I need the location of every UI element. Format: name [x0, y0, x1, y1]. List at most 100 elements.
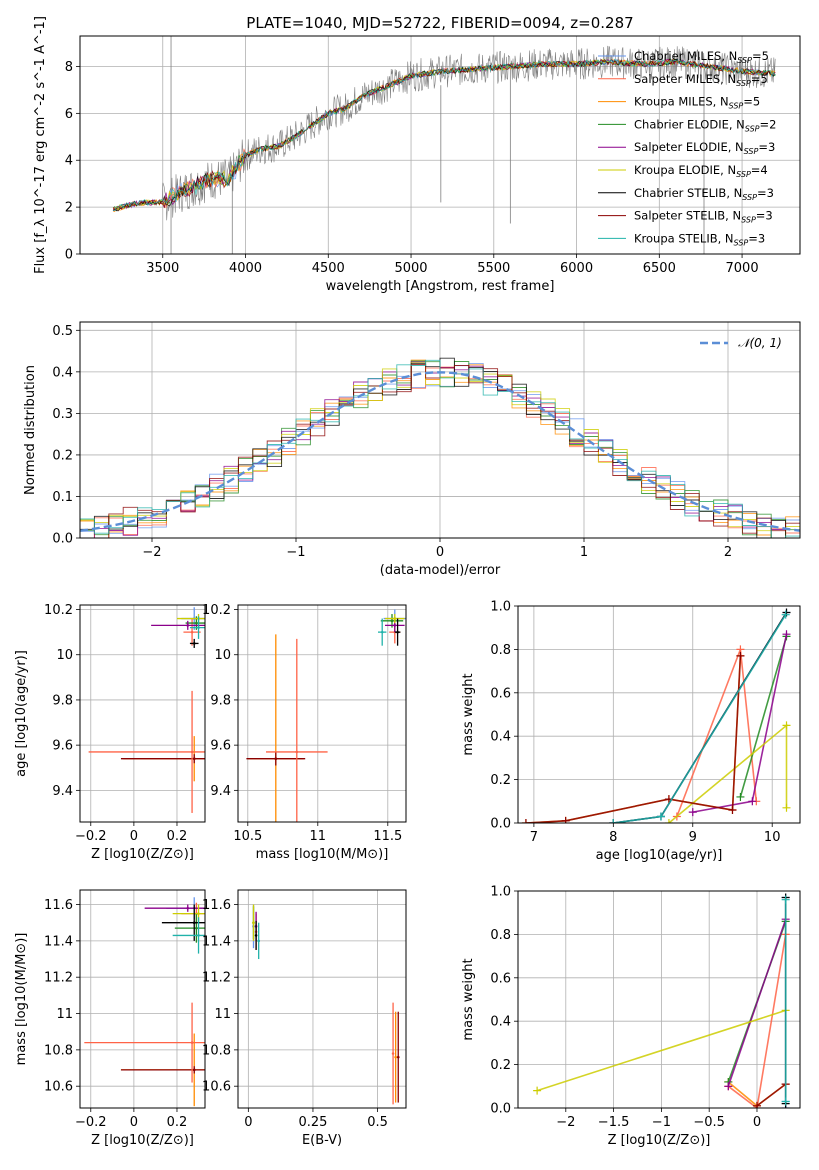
y-axis-label: mass weight — [461, 673, 476, 755]
y-tick-label: 0.4 — [490, 730, 511, 745]
y-tick-label: 0.6 — [490, 686, 511, 701]
data-point — [192, 642, 196, 645]
data-point — [190, 630, 194, 634]
y-tick-label: 0.4 — [52, 365, 73, 380]
panel-age-vs-Z: −0.2 0 0.2 9.4 9.6 9.8 10 10.2 Z [log10(Z/Z⊙)] ag… — [14, 603, 206, 862]
y-tick-label: 10.6 — [202, 1080, 231, 1095]
residual-histogram — [80, 362, 800, 538]
y-tick-label: 9.6 — [210, 739, 231, 754]
legend-entry: Chabrier MILES, NSSP=5 — [634, 49, 769, 65]
legend-entry: Kroupa STELIB, NSSP=3 — [634, 231, 765, 247]
y-tick-label: 0.0 — [52, 532, 73, 547]
y-tick-label: 10.8 — [44, 1043, 73, 1058]
data-point — [390, 619, 394, 623]
model-spectrum — [112, 59, 776, 212]
y-tick-label: 9.8 — [52, 693, 73, 708]
panel-spectrum: 3500 4000 4500 5000 5500 6000 6500 7000 0 2 4 6 8 wav… — [33, 16, 801, 294]
y-tick-label: 0.4 — [490, 1015, 511, 1030]
y-tick-label: 10.2 — [44, 603, 73, 618]
model-spectrum — [113, 58, 776, 211]
panel-age-vs-mass: 10.5 11 11.5 9.4 9.6 9.8 10 10.2 mass [log10(M/M… — [202, 603, 407, 862]
mass-weight-line — [536, 1009, 786, 1092]
model-spectrum — [113, 58, 776, 211]
x-tick-label: 0 — [753, 1115, 761, 1130]
x-tick-label: 11 — [310, 829, 327, 844]
x-tick-label: 4000 — [229, 261, 262, 276]
y-axis-label: age [log10(age/yr)] — [14, 650, 29, 777]
y-tick-label: 10.6 — [44, 1080, 73, 1095]
mass-weight-marker — [781, 895, 790, 904]
x-axis-label: Z [log10(Z/Z⊙)] — [91, 1133, 194, 1148]
x-axis-label: mass [log10(M/M⊙)] — [256, 847, 389, 862]
plot-area — [112, 36, 776, 254]
legend-entry: Salpeter STELIB, NSSP=3 — [634, 209, 773, 225]
x-tick-label: 8 — [609, 830, 617, 845]
data-point — [195, 621, 198, 625]
data-point — [186, 906, 190, 910]
data-point — [391, 1052, 395, 1055]
data-point — [252, 921, 255, 924]
mass-weight-marker — [782, 803, 791, 812]
x-tick-label: 1 — [580, 545, 588, 560]
y-tick-label: 0.0 — [490, 1102, 511, 1117]
mass-weight-marker — [533, 1086, 542, 1095]
y-tick-label: 9.4 — [52, 784, 73, 799]
y-axis-label: Normed distribution — [23, 365, 38, 495]
data-point — [197, 626, 200, 629]
y-tick-label: 0.8 — [490, 643, 511, 658]
legend: Chabrier MILES, NSSP=5 Salpeter MILES, NS… — [598, 49, 776, 247]
y-tick-label: 0.0 — [490, 817, 511, 832]
x-tick-label: 5000 — [394, 261, 427, 276]
x-tick-label: 0 — [436, 545, 444, 560]
x-tick-label: 10 — [764, 830, 781, 845]
plot-area — [80, 357, 800, 538]
grid — [238, 605, 406, 822]
mass-weight-line — [727, 934, 787, 1108]
data-point — [190, 1041, 194, 1044]
x-tick-label: 7 — [530, 830, 538, 845]
data-point — [197, 912, 200, 915]
mass-weight-line — [727, 918, 787, 1087]
data-point — [186, 624, 190, 627]
data-point — [393, 624, 397, 627]
panel-massweight-vs-age: 7 8 9 10 0.0 0.2 0.4 0.6 0.8 1.0 age [log10(age/yr… — [461, 600, 801, 863]
legend-entry: Chabrier ELODIE, NSSP=2 — [634, 117, 776, 133]
y-tick-label: 8 — [65, 60, 73, 75]
axes-frame — [79, 35, 801, 255]
normal-curve — [80, 371, 800, 532]
legend-entry: Salpeter MILES, NSSP=5 — [634, 72, 768, 88]
x-tick-label: −1 — [652, 1115, 671, 1130]
data-point — [254, 934, 258, 937]
y-tick-label: 0.8 — [490, 928, 511, 943]
x-tick-label: 10.5 — [233, 829, 262, 844]
x-axis-label: (data-model)/error — [380, 563, 501, 578]
mass-weight-line — [739, 636, 788, 798]
data-point — [393, 617, 397, 620]
data-point — [257, 939, 260, 943]
data-point — [192, 921, 196, 924]
x-tick-label: −1.5 — [598, 1115, 630, 1130]
y-tick-label: 0.2 — [52, 448, 73, 463]
y-tick-label: 11.6 — [44, 898, 73, 913]
mass-weight-marker — [748, 797, 757, 806]
mass-weight-marker — [609, 819, 618, 823]
mass-weight-marker — [664, 819, 673, 823]
x-tick-label: −0.5 — [693, 1115, 725, 1130]
plot-area — [521, 608, 791, 823]
mass-weight-marker — [736, 792, 745, 801]
mass-weight-line — [756, 1083, 787, 1107]
y-tick-label: 0.2 — [490, 1058, 511, 1073]
x-tick-label: 0.25 — [298, 1115, 327, 1130]
mass-weight-marker — [781, 610, 790, 619]
y-tick-label: 0.2 — [490, 773, 511, 788]
x-tick-label: 5500 — [477, 261, 510, 276]
x-tick-label: −0.2 — [75, 829, 107, 844]
data-point — [195, 926, 198, 930]
axes-frame — [79, 889, 206, 1109]
x-axis-label: wavelength [Angstrom, rest frame] — [326, 279, 555, 294]
y-tick-label: 11.2 — [202, 971, 231, 986]
x-tick-label: 0 — [244, 1115, 252, 1130]
grid — [238, 890, 406, 1108]
mass-weight-marker — [561, 816, 570, 823]
x-axis-label: Z [log10(Z/Z⊙)] — [608, 1133, 711, 1148]
